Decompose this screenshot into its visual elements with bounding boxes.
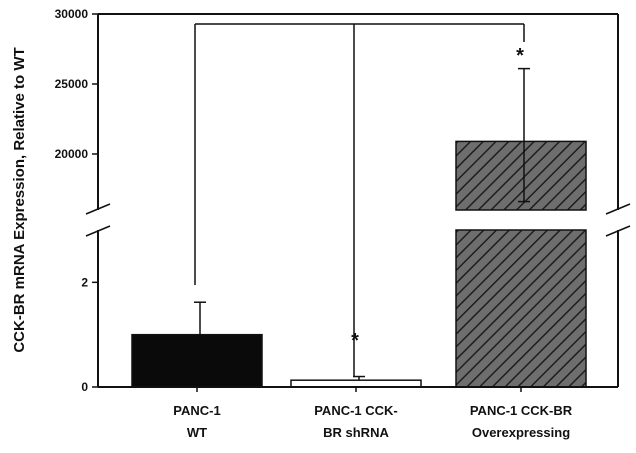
y-tick-label: 25000: [55, 77, 89, 91]
significance-star: *: [351, 330, 359, 352]
axis-break-mark: [85, 225, 111, 237]
axis-break-mark: [85, 203, 111, 215]
category-label: BR shRNA: [323, 425, 389, 440]
axis-break-mark: [605, 225, 631, 237]
y-tick-label: 0: [81, 380, 88, 394]
y-tick-label: 2: [81, 275, 88, 289]
y-tick-label: 20000: [55, 147, 89, 161]
y-axis-title: CCK-BR mRNA Expression, Relative to WT: [11, 47, 28, 352]
significance-star: *: [516, 45, 524, 67]
bar: [290, 379, 422, 388]
category-label: PANC-1 CCK-BR: [470, 403, 573, 418]
category-label: Overexpressing: [472, 425, 570, 440]
category-label: PANC-1: [173, 403, 220, 418]
axis-break-mark: [605, 203, 631, 215]
category-label: PANC-1 CCK-: [314, 403, 398, 418]
bar-upper-segment: [455, 140, 587, 211]
category-label: WT: [187, 425, 207, 440]
bar: [131, 333, 263, 388]
bar-lower-segment: [455, 229, 587, 388]
y-tick-label: 30000: [55, 7, 89, 21]
